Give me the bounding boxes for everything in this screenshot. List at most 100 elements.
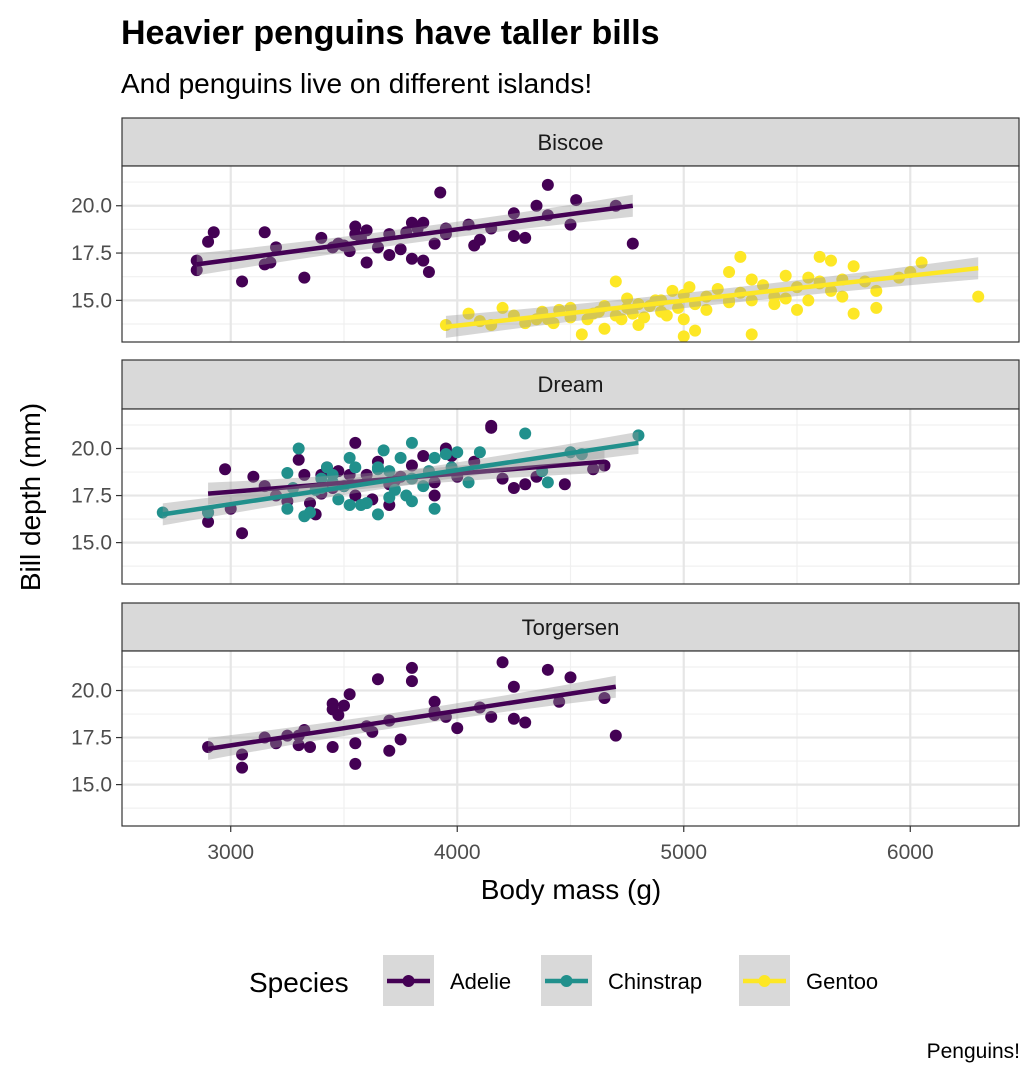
data-point [377, 444, 390, 457]
data-point [677, 330, 690, 343]
data-point [371, 461, 384, 474]
series-gentoo [439, 250, 985, 343]
data-point [405, 436, 418, 449]
data-point [332, 493, 345, 506]
data-point [202, 235, 215, 248]
data-point [462, 307, 475, 320]
chart-title: Heavier penguins have taller bills [121, 14, 660, 52]
legend-key-point [402, 975, 415, 987]
data-point [207, 226, 220, 239]
legend-item-gentoo: Gentoo [739, 955, 878, 1006]
data-point [558, 478, 571, 491]
data-point [281, 466, 294, 479]
data-point [626, 307, 639, 320]
data-point [371, 673, 384, 686]
data-point [360, 224, 373, 237]
data-point [394, 733, 407, 746]
data-point [519, 231, 532, 244]
data-point [824, 284, 837, 297]
data-point [428, 451, 441, 464]
data-point [405, 675, 418, 688]
data-point [626, 237, 639, 250]
data-point [349, 461, 362, 474]
data-point [247, 470, 260, 483]
data-point [609, 275, 622, 288]
data-point [264, 256, 277, 269]
data-point [621, 292, 634, 305]
data-point [496, 656, 509, 669]
data-point [745, 294, 758, 307]
data-point [496, 301, 509, 314]
data-point [281, 502, 294, 515]
data-point [219, 463, 232, 476]
data-point [519, 478, 532, 491]
data-point [660, 309, 673, 322]
y-tick-label: 15.0 [71, 532, 112, 555]
data-point [734, 250, 747, 263]
data-point [473, 446, 486, 459]
data-point [609, 729, 622, 742]
data-point [507, 680, 520, 693]
data-point [428, 489, 441, 502]
data-point [349, 489, 362, 502]
data-point [304, 506, 317, 519]
data-point [564, 671, 577, 684]
data-point [575, 328, 588, 341]
data-point [190, 264, 203, 277]
data-point [530, 199, 543, 212]
data-point [366, 725, 379, 738]
legend-label: Chinstrap [608, 969, 702, 994]
data-point [383, 248, 396, 261]
data-point [683, 281, 696, 294]
data-point [298, 271, 311, 284]
legend-item-chinstrap: Chinstrap [541, 955, 702, 1006]
panel-biscoe: Biscoe 15.0 17.5 20.0 [71, 117, 1020, 343]
data-point [824, 254, 837, 267]
x-axis: 3000 4000 5000 6000 [207, 826, 934, 864]
data-point [779, 292, 792, 305]
data-point [507, 712, 520, 725]
data-point [553, 695, 566, 708]
data-point [587, 463, 600, 476]
data-point [337, 699, 350, 712]
data-point [360, 256, 373, 269]
trend-line-adelie [207, 684, 617, 752]
strip-label-biscoe: Biscoe [537, 130, 603, 155]
x-tick-label: 5000 [660, 841, 707, 864]
data-point [417, 450, 430, 463]
legend-label: Adelie [450, 969, 511, 994]
y-tick-label: 20.0 [71, 438, 112, 461]
data-point [813, 250, 826, 263]
data-point [236, 275, 249, 288]
data-point [836, 290, 849, 303]
data-point [422, 265, 435, 278]
data-point [343, 245, 356, 258]
data-point [485, 421, 498, 434]
data-point [666, 284, 679, 297]
data-point [802, 271, 815, 284]
legend-key-point [560, 975, 573, 987]
y-tick-label: 17.5 [71, 727, 112, 750]
y-tick-label: 15.0 [71, 289, 112, 312]
data-point [507, 207, 520, 220]
strip-dream [121, 359, 1020, 410]
data-point [541, 663, 554, 676]
data-point [745, 328, 758, 341]
data-point [236, 527, 249, 540]
data-point [870, 284, 883, 297]
strip-biscoe [121, 117, 1020, 167]
data-point [847, 307, 860, 320]
x-tick-label: 3000 [207, 841, 254, 864]
data-point [349, 436, 362, 449]
data-point [598, 692, 611, 705]
data-point [541, 476, 554, 489]
panel-torgersen: Torgersen 15.0 17.5 20.0 [71, 602, 1020, 827]
data-point [315, 231, 328, 244]
data-point [700, 303, 713, 316]
data-point [847, 260, 860, 273]
data-point [236, 761, 249, 774]
data-point [428, 695, 441, 708]
data-point [417, 216, 430, 229]
data-point [451, 722, 464, 735]
data-point [304, 497, 317, 510]
